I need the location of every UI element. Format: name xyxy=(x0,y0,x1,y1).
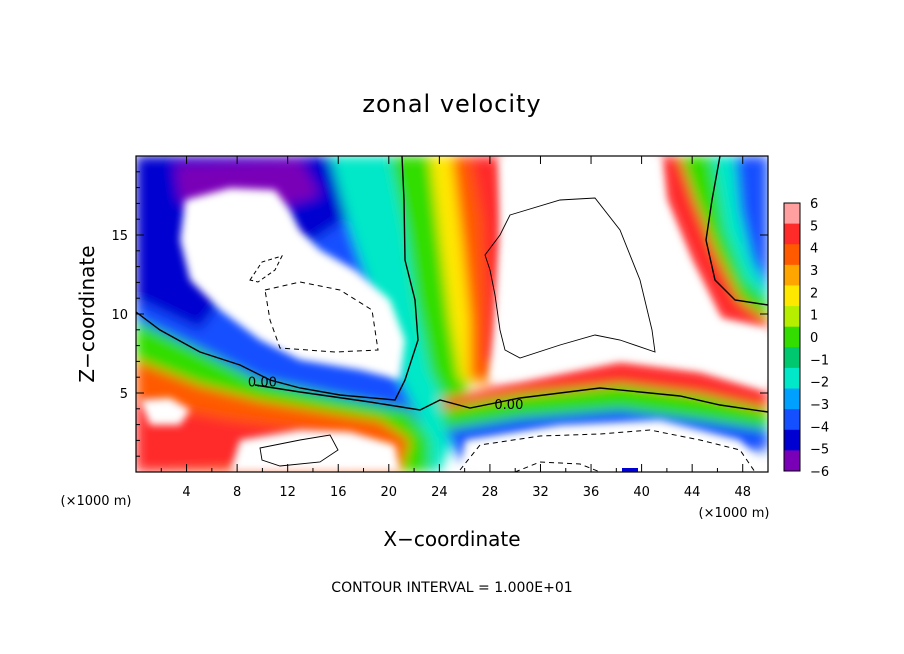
contour-labels: 0.00 0.00 xyxy=(248,376,523,413)
colorbar-swatch xyxy=(784,388,800,410)
colorbar-tick-label: −6 xyxy=(810,465,829,480)
x-unit-left: (×1000 m) xyxy=(61,494,132,509)
x-tick-label: 40 xyxy=(633,485,650,500)
x-tick-label: 12 xyxy=(279,485,296,500)
colorbar-swatch xyxy=(784,244,800,266)
colorbar-swatch xyxy=(784,285,800,307)
colorbar-tick-label: −2 xyxy=(810,376,829,391)
colorbar-swatch xyxy=(784,429,800,451)
contour-label: 0.00 xyxy=(248,376,277,391)
colorbar-swatch xyxy=(784,223,800,245)
y-axis: 5 10 15 xyxy=(111,171,768,457)
zero-contour-right xyxy=(705,156,768,306)
colorbar-tick-label: 5 xyxy=(810,219,818,234)
colorbar-swatch xyxy=(784,306,800,328)
positive-contour xyxy=(484,197,656,359)
colorbar-swatch xyxy=(784,264,800,286)
x-tick-label: 16 xyxy=(330,485,347,500)
x-tick-label: 32 xyxy=(532,485,549,500)
zero-contour-left xyxy=(136,156,419,401)
x-tick-label: 48 xyxy=(734,485,751,500)
colorbar-tick-label: −4 xyxy=(810,420,829,435)
x-unit-right: (×1000 m) xyxy=(699,506,770,521)
colorbar-tick-label: −1 xyxy=(810,353,829,368)
colorbar-tick-label: 1 xyxy=(810,309,818,324)
colorbar-tick-label: 0 xyxy=(810,331,818,346)
contour-interval-note: CONTOUR INTERVAL = 1.000E+01 xyxy=(331,580,572,596)
x-axis-title: X−coordinate xyxy=(383,527,520,551)
x-tick-label: 20 xyxy=(381,485,398,500)
negative-contour-1 xyxy=(264,281,379,353)
x-tick-label: 24 xyxy=(431,485,448,500)
negative-contour-2 xyxy=(249,255,283,283)
y-axis-title: Z−coordinate xyxy=(75,245,99,382)
colorbar-tick-label: 6 xyxy=(810,197,818,212)
x-tick-label: 8 xyxy=(233,485,241,500)
colorbar-swatch xyxy=(784,409,800,431)
negative-contour-4 xyxy=(514,461,601,472)
colorbar-tick-label: −5 xyxy=(810,443,829,458)
positive-contour-small xyxy=(259,434,339,467)
x-axis: 4 8 12 16 20 24 28 32 36 40 44 48 xyxy=(160,156,751,500)
colorbar-tick-label: 2 xyxy=(810,286,818,301)
colorbar-frame xyxy=(783,202,801,472)
colorbar-swatch xyxy=(784,450,800,472)
x-tick-label: 28 xyxy=(482,485,499,500)
contour-label: 0.00 xyxy=(494,398,523,413)
y-tick-label: 5 xyxy=(120,387,128,402)
x-tick-label: 44 xyxy=(684,485,701,500)
colorbar-swatch xyxy=(784,347,800,369)
zero-contour-lower xyxy=(254,384,768,413)
x-tick-label: 4 xyxy=(182,485,190,500)
chart-title: zonal velocity xyxy=(362,90,541,118)
colorbar-swatch xyxy=(784,203,800,225)
colorbar-tick-label: 3 xyxy=(810,264,818,279)
colorbar-swatch xyxy=(784,367,800,390)
colorbar-tick-label: 4 xyxy=(810,242,818,257)
colorbar-swatch xyxy=(784,326,800,348)
y-tick-label: 15 xyxy=(111,229,128,244)
heatmap-field xyxy=(136,156,768,472)
colorbar: 6 5 4 3 2 1 0 −1 −2 −3 −4 −5 −6 xyxy=(783,197,829,480)
x-tick-label: 36 xyxy=(583,485,600,500)
colorbar-tick-label: −3 xyxy=(810,398,829,413)
y-tick-label: 10 xyxy=(111,308,128,323)
negative-contour-3 xyxy=(459,429,756,472)
